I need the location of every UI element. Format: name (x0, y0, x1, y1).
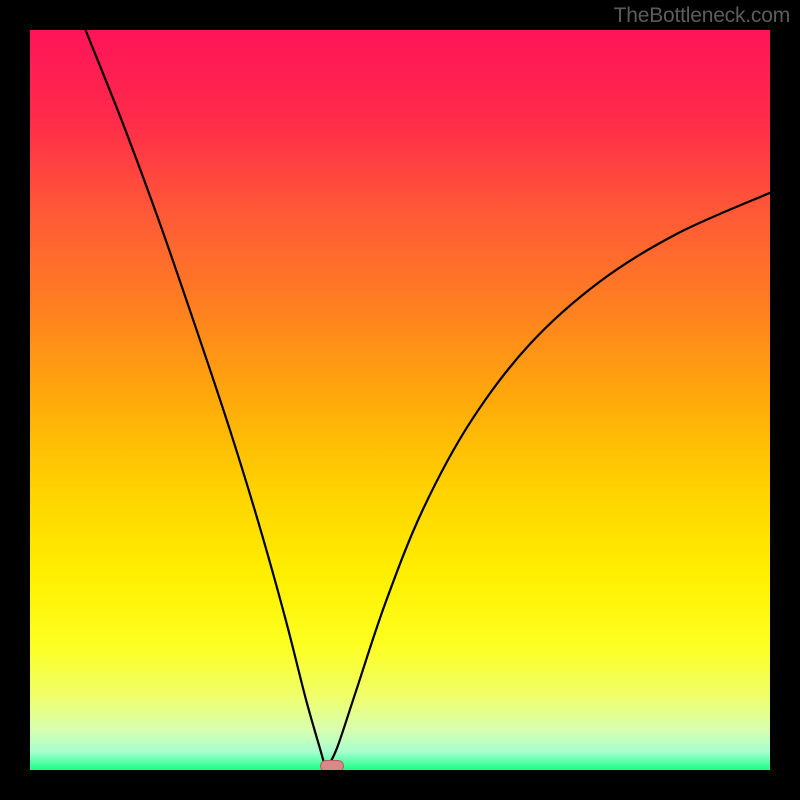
watermark-text: TheBottleneck.com (614, 4, 790, 28)
bottleneck-curve (86, 30, 771, 770)
curve-svg (30, 30, 770, 770)
chart-container: TheBottleneck.com (0, 0, 800, 800)
vertex-marker (320, 760, 344, 770)
plot-area (30, 30, 770, 770)
